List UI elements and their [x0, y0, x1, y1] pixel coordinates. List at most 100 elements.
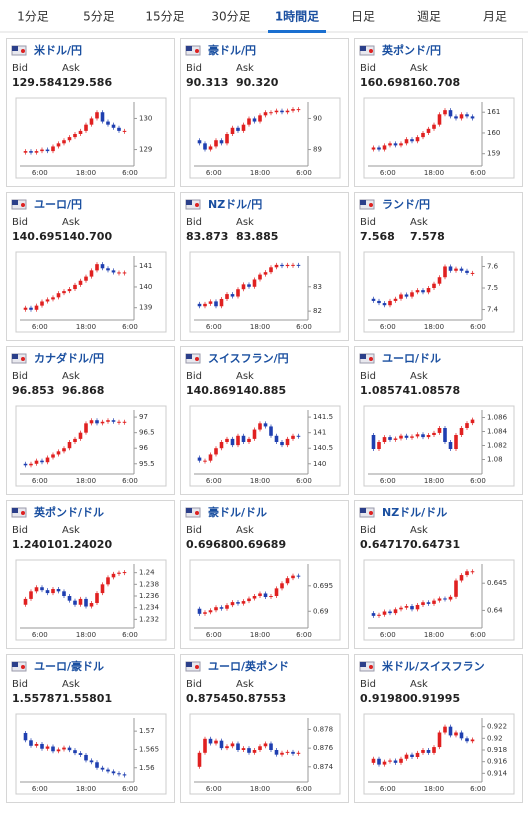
candle-body: [40, 301, 44, 306]
ask-label: Ask: [62, 63, 80, 74]
candle-body: [274, 110, 279, 113]
chart-frame: [363, 251, 515, 333]
flag-icon-mark: [186, 354, 192, 359]
candle-body: [241, 601, 246, 604]
candle-body: [426, 750, 431, 753]
candle-body: [410, 292, 414, 297]
candle-body: [415, 434, 420, 437]
candle-body: [236, 743, 240, 750]
candle-body: [73, 600, 77, 605]
candle-body: [459, 268, 464, 271]
x-tick-label: 6:00: [470, 323, 486, 331]
bid-value: 140.869: [186, 384, 236, 397]
candle-body: [34, 305, 39, 310]
candle-body: [225, 746, 229, 749]
candle-body: [117, 272, 121, 274]
candle-body: [34, 587, 39, 592]
candle-body: [296, 435, 301, 437]
x-tick-label: 18:00: [424, 785, 444, 793]
pair-title[interactable]: 米ドル/スイスフラン: [381, 659, 485, 673]
pair-title[interactable]: カナダドル/円: [34, 351, 104, 365]
bid-value: 1.08574: [360, 384, 410, 397]
candle-body: [426, 288, 431, 293]
x-tick-label: 18:00: [250, 631, 270, 639]
candle-body: [285, 751, 290, 753]
candle-body: [252, 596, 257, 599]
pair-title[interactable]: 英ポンド/ドル: [33, 505, 104, 519]
ask-label: Ask: [410, 525, 428, 536]
candle-body: [95, 112, 99, 119]
candle-body: [432, 124, 436, 129]
x-tick-label: 6:00: [122, 785, 138, 793]
candle-body: [415, 290, 420, 293]
ask-label: Ask: [410, 63, 428, 74]
pair-title[interactable]: 豪ドル/円: [208, 43, 256, 57]
candle-body: [56, 589, 61, 592]
candle-body: [432, 747, 436, 753]
candle-body: [382, 437, 387, 442]
candle-body: [78, 280, 83, 285]
pair-title[interactable]: 豪ドル/ドル: [208, 505, 267, 519]
pair-title[interactable]: ランド/円: [382, 198, 430, 211]
candle-body: [73, 134, 77, 138]
pair-title[interactable]: 米ドル/円: [33, 43, 82, 57]
bid-label: Bid: [186, 63, 202, 74]
bid-label: Bid: [186, 217, 202, 228]
candle-body: [443, 428, 447, 442]
tab[interactable]: 15分足: [145, 10, 184, 24]
pair-title[interactable]: スイスフラン/円: [208, 352, 289, 365]
y-tick-label: 160: [487, 129, 500, 137]
flag-icon-dot: [369, 511, 373, 515]
tab[interactable]: 5分足: [83, 10, 115, 24]
candle-body: [263, 112, 268, 116]
y-tick-label: 0.918: [487, 746, 507, 754]
candle-body: [247, 748, 251, 753]
candle-body: [269, 112, 273, 114]
candle-body: [388, 760, 392, 762]
ask-label: Ask: [236, 217, 254, 228]
pair-title[interactable]: 英ポンド/円: [381, 43, 441, 57]
candle-body: [230, 743, 235, 747]
chart-frame: [363, 713, 515, 795]
tab[interactable]: 1分足: [17, 10, 49, 24]
candle-body: [448, 266, 453, 271]
candle-body: [421, 602, 425, 605]
candle-body: [241, 284, 246, 290]
candle-body: [459, 114, 464, 119]
tab[interactable]: 週足: [417, 10, 441, 24]
flag-icon-dot: [195, 665, 199, 669]
candle-body: [45, 590, 50, 594]
flag-icon-dot: [369, 49, 373, 53]
candle-body: [122, 130, 127, 132]
pair-title[interactable]: ユーロ/英ポンド: [208, 659, 289, 673]
pair-title[interactable]: NZドル/ドル: [382, 506, 447, 519]
candle-body: [263, 272, 268, 275]
candle-body: [29, 463, 33, 466]
active-tab-indicator: [268, 30, 326, 33]
tab[interactable]: 30分足: [211, 10, 250, 24]
y-tick-label: 95.5: [139, 460, 155, 468]
pair-title[interactable]: NZドル/円: [208, 198, 262, 211]
x-tick-label: 18:00: [424, 169, 444, 177]
candle-body: [34, 743, 39, 746]
flag-icon-dot: [195, 357, 199, 361]
candle-body: [393, 143, 398, 146]
candle-body: [78, 432, 83, 439]
candle-body: [382, 761, 387, 765]
bid-label: Bid: [12, 371, 28, 382]
tab[interactable]: 月足: [483, 10, 507, 24]
x-tick-label: 18:00: [76, 169, 96, 177]
candle-body: [426, 128, 431, 133]
tab[interactable]: 1時間足: [275, 9, 319, 24]
x-tick-label: 18:00: [250, 785, 270, 793]
candle-body: [34, 151, 39, 153]
chart-frame: [15, 251, 167, 333]
flag-icon-dot: [195, 511, 199, 515]
pair-title[interactable]: ユーロ/ドル: [382, 352, 441, 365]
ask-label: Ask: [410, 371, 428, 382]
ask-value: 0.64731: [410, 538, 460, 551]
candle-body: [371, 758, 376, 763]
tab[interactable]: 日足: [351, 10, 375, 24]
pair-title[interactable]: ユーロ/円: [34, 198, 82, 211]
pair-title[interactable]: ユーロ/豪ドル: [34, 659, 104, 673]
